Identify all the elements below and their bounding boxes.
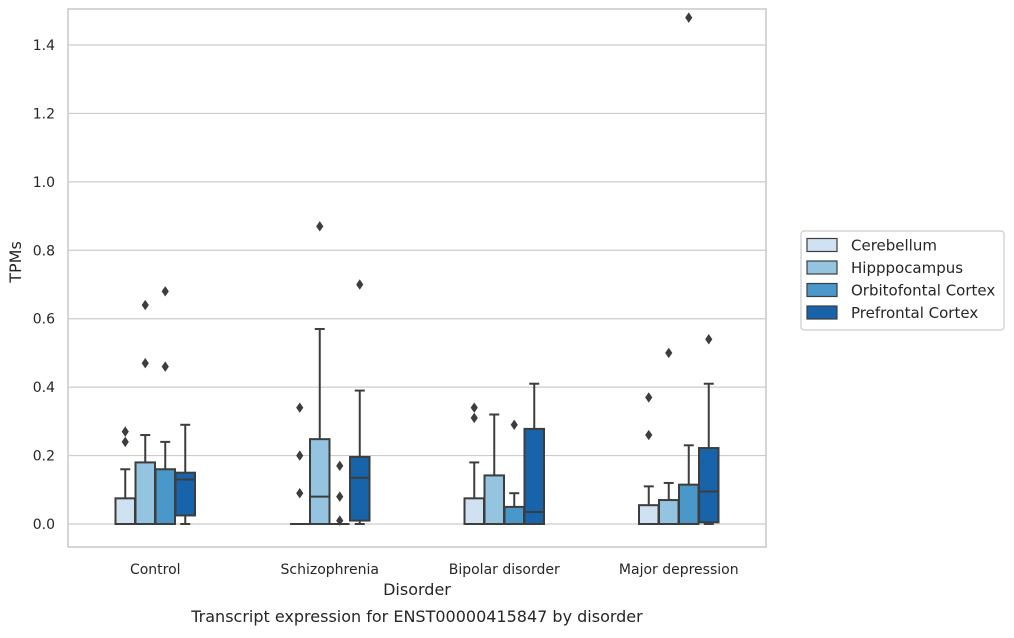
grid-layer bbox=[68, 44, 766, 525]
outlier-point bbox=[356, 279, 364, 290]
outlier-point bbox=[510, 419, 518, 430]
legend-label: Prefrontal Cortex bbox=[851, 304, 978, 322]
y-tick-label: 0.4 bbox=[33, 380, 55, 396]
outlier-point bbox=[705, 334, 713, 345]
x-axis-label: Disorder bbox=[383, 580, 451, 599]
outlier-point bbox=[336, 491, 344, 502]
outlier-point bbox=[685, 12, 693, 23]
outlier-point bbox=[316, 221, 324, 232]
box-prefrontal-cortex bbox=[523, 382, 545, 525]
box-body bbox=[678, 483, 700, 525]
box-cerebellum bbox=[638, 392, 660, 525]
box-body bbox=[483, 474, 505, 525]
box-body bbox=[349, 455, 371, 522]
outlier-point bbox=[161, 286, 169, 297]
outlier-point bbox=[141, 357, 149, 369]
outlier-point bbox=[161, 361, 169, 372]
legend-label: Hipppocampus bbox=[851, 259, 963, 277]
box-body bbox=[658, 499, 680, 525]
outlier-point bbox=[665, 347, 673, 359]
legend-frame bbox=[800, 230, 1005, 331]
outlier-point bbox=[336, 515, 344, 526]
outlier-point bbox=[336, 460, 344, 472]
box-body bbox=[463, 497, 485, 526]
box-cerebellum bbox=[463, 402, 485, 526]
box-hipppocampus bbox=[483, 413, 505, 525]
legend-swatch bbox=[806, 282, 838, 298]
outlier-point bbox=[645, 429, 653, 441]
outlier-point bbox=[296, 488, 304, 499]
x-tick-label: Schizophrenia bbox=[281, 562, 379, 578]
box-cerebellum bbox=[114, 426, 136, 526]
box-body bbox=[154, 468, 176, 525]
x-tick-label: Bipolar disorder bbox=[449, 562, 560, 578]
box-cerebellum bbox=[290, 402, 310, 525]
box-orbitofontal-cortex bbox=[154, 286, 176, 525]
outlier-point bbox=[141, 299, 149, 311]
outlier-point bbox=[470, 402, 478, 413]
plot-frame bbox=[67, 8, 767, 548]
box-body bbox=[698, 447, 720, 524]
box-body bbox=[523, 427, 545, 525]
box-hipppocampus bbox=[658, 347, 680, 525]
outlier-point bbox=[121, 436, 129, 448]
chart-caption: Transcript expression for ENST0000041584… bbox=[190, 607, 643, 626]
y-tick-label: 1.2 bbox=[33, 106, 55, 122]
y-tick-label: 1.0 bbox=[33, 175, 55, 191]
outlier-point bbox=[296, 402, 304, 413]
legend-swatch bbox=[806, 237, 838, 253]
box-body bbox=[114, 497, 136, 526]
y-axis-label: TPMs bbox=[6, 241, 25, 284]
legend-swatch bbox=[806, 305, 838, 320]
axis-layer: 0.0 0.2 0.4 0.6 0.8 1.0 1.2 1.4 Control Schizophr… bbox=[33, 8, 767, 578]
box-body bbox=[503, 505, 525, 525]
box-body bbox=[174, 471, 196, 517]
y-tick-label: 1.4 bbox=[33, 38, 55, 54]
y-tick-label: 0.2 bbox=[33, 449, 55, 465]
box-orbitofontal-cortex bbox=[330, 460, 350, 526]
legend-label: Cerebellum bbox=[851, 237, 937, 255]
box-layer bbox=[114, 12, 720, 526]
x-tick-label: Control bbox=[130, 562, 181, 578]
box-hipppocampus bbox=[309, 221, 331, 525]
box-body bbox=[134, 461, 156, 525]
legend: Cerebellum Hipppocampus Orbitofontal Corte… bbox=[800, 230, 1005, 331]
legend-swatch bbox=[806, 260, 838, 275]
box-body bbox=[638, 504, 660, 525]
y-tick-label: 0.8 bbox=[33, 243, 55, 259]
y-tick-label: 0.6 bbox=[33, 312, 55, 328]
outlier-point bbox=[470, 412, 478, 424]
box-prefrontal-cortex bbox=[174, 423, 196, 525]
x-tick-label: Major depression bbox=[619, 562, 739, 578]
box-hipppocampus bbox=[134, 299, 156, 525]
box-prefrontal-cortex bbox=[349, 279, 371, 525]
outlier-point bbox=[296, 450, 304, 461]
legend-label: Orbitofontal Cortex bbox=[851, 282, 995, 300]
box-prefrontal-cortex bbox=[698, 334, 720, 525]
box-body bbox=[309, 438, 331, 525]
box-orbitofontal-cortex bbox=[503, 419, 525, 525]
box-orbitofontal-cortex bbox=[678, 12, 700, 525]
y-tick-label: 0.0 bbox=[33, 517, 55, 533]
outlier-point bbox=[645, 392, 653, 403]
outlier-point bbox=[121, 426, 129, 437]
